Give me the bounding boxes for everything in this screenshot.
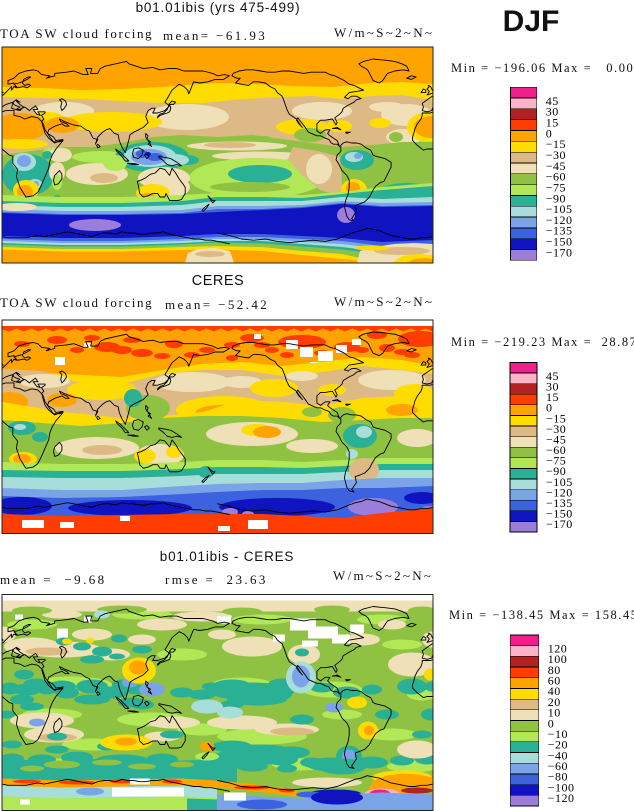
svg-text:−170: −170 <box>546 245 573 259</box>
svg-text:0: 0 <box>546 401 553 415</box>
svg-text:mean = −9.68: mean = −9.68 <box>0 572 107 587</box>
svg-text:0: 0 <box>548 716 555 730</box>
svg-text:−40: −40 <box>548 748 568 762</box>
svg-text:30: 30 <box>546 105 559 119</box>
svg-text:−30: −30 <box>546 422 566 436</box>
svg-text:−75: −75 <box>546 180 566 194</box>
svg-text:Min = −138.45 Max = 158.45: Min = −138.45 Max = 158.45 <box>449 608 634 622</box>
svg-text:mean= −61.93: mean= −61.93 <box>163 28 267 43</box>
svg-text:−135: −135 <box>546 496 573 510</box>
svg-text:TOA SW cloud forcing: TOA SW cloud forcing <box>0 295 153 310</box>
svg-text:100: 100 <box>548 652 568 666</box>
svg-text:−80: −80 <box>548 770 568 784</box>
svg-text:−15: −15 <box>546 137 566 151</box>
svg-text:−120: −120 <box>546 485 573 499</box>
svg-text:−170: −170 <box>546 517 573 531</box>
svg-text:b01.01ibis (yrs 475-499): b01.01ibis (yrs 475-499) <box>136 0 301 15</box>
svg-text:20: 20 <box>548 695 561 709</box>
svg-text:−45: −45 <box>546 432 566 446</box>
svg-text:0: 0 <box>546 126 553 140</box>
svg-text:15: 15 <box>546 390 559 404</box>
svg-text:−60: −60 <box>548 759 568 773</box>
svg-text:CERES: CERES <box>192 273 244 289</box>
svg-text:−90: −90 <box>546 191 566 205</box>
svg-text:−100: −100 <box>548 780 575 794</box>
svg-text:−75: −75 <box>546 454 566 468</box>
svg-text:−105: −105 <box>546 202 573 216</box>
svg-text:10: 10 <box>548 706 561 720</box>
svg-text:15: 15 <box>546 115 559 129</box>
svg-text:45: 45 <box>546 369 559 383</box>
svg-text:−10: −10 <box>548 727 568 741</box>
svg-text:−150: −150 <box>546 507 573 521</box>
svg-text:45: 45 <box>546 94 559 108</box>
svg-text:Min = −219.23 Max = 28.87: Min = −219.23 Max = 28.87 <box>451 335 634 349</box>
svg-text:−120: −120 <box>548 791 575 805</box>
svg-text:−150: −150 <box>546 235 573 249</box>
svg-text:120: 120 <box>548 641 568 655</box>
svg-text:Min = −196.06 Max = 0.00: Min = −196.06 Max = 0.00 <box>451 61 634 75</box>
svg-text:b01.01ibis - CERES: b01.01ibis - CERES <box>160 549 294 564</box>
svg-text:mean= −52.42: mean= −52.42 <box>165 297 269 312</box>
svg-text:−60: −60 <box>546 443 566 457</box>
svg-text:DJF: DJF <box>503 5 560 38</box>
svg-text:−120: −120 <box>546 213 573 227</box>
svg-text:−30: −30 <box>546 148 566 162</box>
svg-text:W/m~S~2~N~: W/m~S~2~N~ <box>333 568 433 583</box>
svg-text:−105: −105 <box>546 475 573 489</box>
svg-text:−20: −20 <box>548 738 568 752</box>
svg-text:80: 80 <box>548 663 561 677</box>
svg-text:30: 30 <box>546 379 559 393</box>
svg-text:40: 40 <box>548 684 561 698</box>
svg-text:TOA SW cloud forcing: TOA SW cloud forcing <box>0 26 153 41</box>
svg-text:60: 60 <box>548 674 561 688</box>
svg-text:−45: −45 <box>546 159 566 173</box>
svg-text:−90: −90 <box>546 464 566 478</box>
svg-text:rmse = 23.63: rmse = 23.63 <box>165 572 268 587</box>
svg-text:−135: −135 <box>546 224 573 238</box>
svg-text:−15: −15 <box>546 411 566 425</box>
svg-text:W/m~S~2~N~: W/m~S~2~N~ <box>334 25 434 40</box>
svg-text:W/m~S~2~N~: W/m~S~2~N~ <box>334 294 434 309</box>
svg-text:−60: −60 <box>546 170 566 184</box>
